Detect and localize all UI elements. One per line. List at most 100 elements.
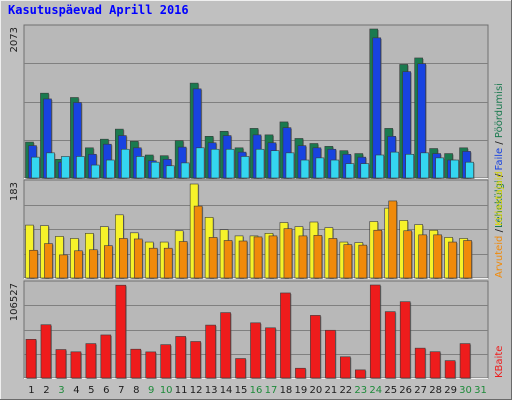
bar-files-day-19 xyxy=(300,159,310,179)
bar-files-day-7 xyxy=(121,148,130,179)
bar-kbytes-day-20 xyxy=(310,315,321,379)
bar-sites-day-12 xyxy=(193,205,203,279)
day-label-29: 29 xyxy=(444,385,457,396)
bar-sites-day-6 xyxy=(104,245,113,279)
bar-sites-day-23 xyxy=(358,244,368,279)
day-label-14: 14 xyxy=(220,385,233,396)
legend-faile: Faile xyxy=(494,148,505,171)
panel-3-y-max-label: 106527 xyxy=(9,283,20,321)
bar-files-day-8 xyxy=(135,156,145,179)
bar-kbytes-day-23 xyxy=(354,369,366,379)
bar-kbytes-day-18 xyxy=(280,292,291,379)
bar-files-day-26 xyxy=(405,153,414,179)
day-label-8: 8 xyxy=(133,385,139,396)
bar-sites-day-29 xyxy=(448,241,457,279)
bar-files-day-1 xyxy=(31,156,40,179)
bar-files-day-27 xyxy=(420,152,429,179)
bar-kbytes-day-5 xyxy=(85,343,97,379)
bar-kbytes-day-12 xyxy=(190,341,201,379)
legend-kbaite: KBaite xyxy=(494,346,505,378)
day-label-12: 12 xyxy=(190,385,203,396)
legend-panel-2: Arvuteid / Külastajaid xyxy=(494,171,505,278)
day-label-20: 20 xyxy=(310,385,323,396)
bar-sites-day-22 xyxy=(343,244,353,279)
day-label-10: 10 xyxy=(160,385,173,396)
bar-kbytes-day-25 xyxy=(384,311,396,379)
bar-files-day-25 xyxy=(390,151,400,179)
bar-files-day-9 xyxy=(150,161,160,179)
bar-sites-day-24 xyxy=(373,229,383,279)
legend-lehekulgi: Lehekülgi xyxy=(494,180,505,228)
day-label-11: 11 xyxy=(175,385,188,396)
bar-kbytes-day-10 xyxy=(160,344,172,379)
bar-files-day-30 xyxy=(465,161,474,179)
bar-sites-day-5 xyxy=(89,249,98,279)
day-label-7: 7 xyxy=(118,385,124,396)
bar-sites-day-13 xyxy=(208,237,218,279)
day-label-16: 16 xyxy=(250,385,263,396)
bar-sites-day-2 xyxy=(44,243,53,279)
legend-arvuteid: Arvuteid xyxy=(494,236,505,278)
day-label-22: 22 xyxy=(339,385,352,396)
bar-files-day-23 xyxy=(360,163,370,179)
legend-kulastajaid: Külastajaid xyxy=(494,171,505,226)
bar-sites-day-14 xyxy=(223,240,233,279)
bar-kbytes-day-22 xyxy=(340,356,351,379)
day-label-23: 23 xyxy=(354,385,367,396)
bar-sites-day-16 xyxy=(253,236,263,279)
day-label-2: 2 xyxy=(43,385,49,396)
day-label-30: 30 xyxy=(459,385,472,396)
bar-kbytes-day-9 xyxy=(145,351,157,379)
bar-files-day-16 xyxy=(255,148,265,179)
bar-sites-day-26 xyxy=(403,230,412,279)
bar-sites-day-18 xyxy=(283,228,293,279)
bar-kbytes-day-7 xyxy=(115,284,127,379)
bar-kbytes-day-24 xyxy=(369,284,381,379)
bar-sites-day-21 xyxy=(328,238,338,279)
bar-sites-day-7 xyxy=(119,238,128,279)
bar-sites-day-30 xyxy=(463,240,472,279)
bar-sites-day-1 xyxy=(29,249,38,279)
bar-kbytes-day-14 xyxy=(220,312,231,379)
bar-kbytes-day-1 xyxy=(25,339,37,379)
day-label-19: 19 xyxy=(295,385,308,396)
day-label-25: 25 xyxy=(384,385,397,396)
bar-sites-day-8 xyxy=(133,238,143,279)
bar-files-day-6 xyxy=(106,159,115,179)
legend-panel-3: KBaite xyxy=(494,346,505,378)
bar-files-day-4 xyxy=(76,156,85,179)
bar-kbytes-day-29 xyxy=(444,360,456,379)
bar-kbytes-day-19 xyxy=(295,367,306,379)
day-label-21: 21 xyxy=(324,385,337,396)
bar-sites-day-11 xyxy=(178,241,188,279)
bar-kbytes-day-27 xyxy=(414,347,426,379)
bar-files-day-29 xyxy=(450,159,459,179)
day-label-17: 17 xyxy=(265,385,278,396)
panel-2-y-max-label: 183 xyxy=(9,182,20,201)
bar-sites-day-19 xyxy=(298,235,308,279)
bar-sites-day-25 xyxy=(388,200,398,279)
bar-files-day-5 xyxy=(91,164,100,179)
bar-files-day-18 xyxy=(285,152,295,179)
bar-files-day-17 xyxy=(270,150,280,179)
bar-files-day-14 xyxy=(225,148,235,179)
bar-files-day-12 xyxy=(195,147,205,179)
bar-files-day-3 xyxy=(61,156,70,179)
day-label-15: 15 xyxy=(235,385,248,396)
bar-sites-day-3 xyxy=(59,254,68,279)
bar-kbytes-day-11 xyxy=(175,336,186,379)
bar-kbytes-day-28 xyxy=(429,351,441,379)
bar-kbytes-day-13 xyxy=(205,324,216,379)
day-label-24: 24 xyxy=(369,385,382,396)
day-label-13: 13 xyxy=(205,385,218,396)
day-label-4: 4 xyxy=(73,385,79,396)
bar-kbytes-day-15 xyxy=(235,358,246,379)
day-label-3: 3 xyxy=(58,385,64,396)
bar-files-day-15 xyxy=(240,156,250,179)
bar-kbytes-day-8 xyxy=(130,348,142,379)
day-label-6: 6 xyxy=(103,385,109,396)
bar-files-day-10 xyxy=(165,165,175,179)
legend-sep: / xyxy=(494,171,505,181)
day-label-18: 18 xyxy=(280,385,293,396)
bar-files-day-22 xyxy=(345,163,355,179)
